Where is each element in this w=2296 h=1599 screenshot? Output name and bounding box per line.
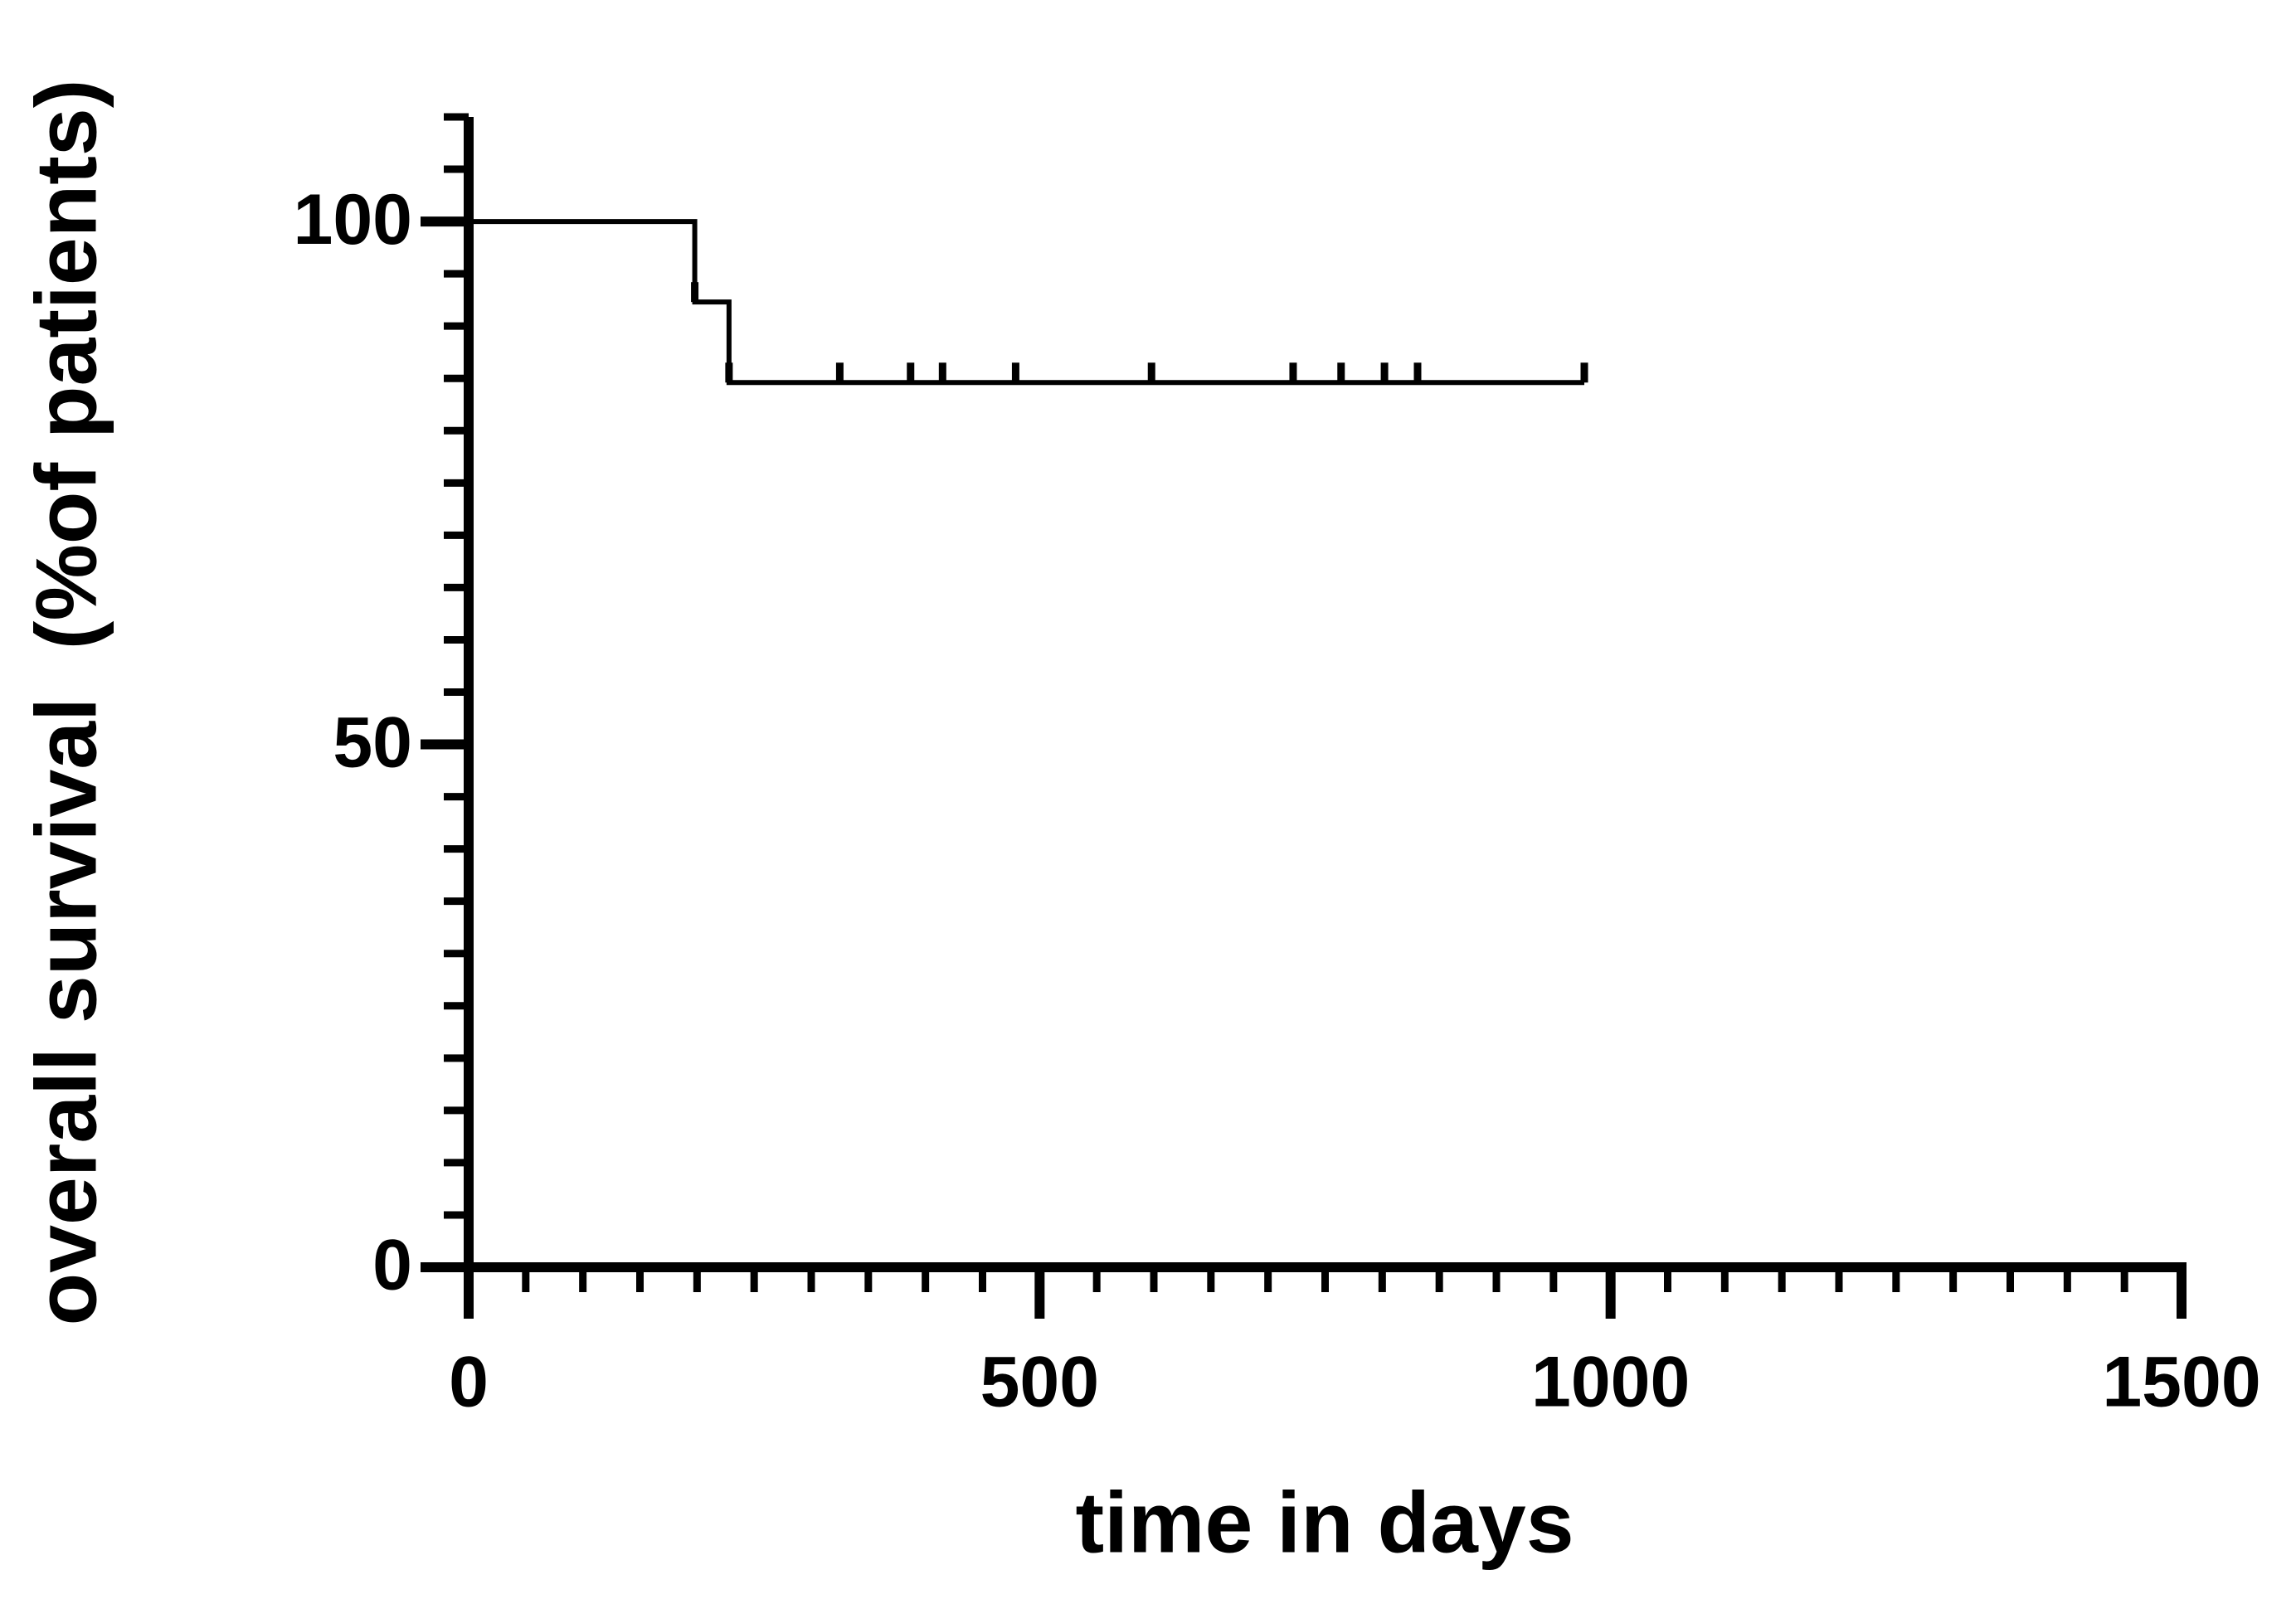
survival-curve xyxy=(469,219,1584,386)
x-tick-label: 1500 xyxy=(2102,1343,2260,1422)
x-tick-label: 0 xyxy=(449,1343,489,1422)
x-tick-label: 500 xyxy=(980,1343,1100,1422)
y-tick-label: 0 xyxy=(372,1226,412,1305)
y-axis-title: overall survival (%of patients) xyxy=(18,80,114,1326)
x-tick-label: 1000 xyxy=(1531,1343,1690,1422)
y-tick-label: 50 xyxy=(333,702,412,782)
x-axis-title: time in days xyxy=(1075,1475,1574,1571)
y-tick-label: 100 xyxy=(294,180,413,260)
